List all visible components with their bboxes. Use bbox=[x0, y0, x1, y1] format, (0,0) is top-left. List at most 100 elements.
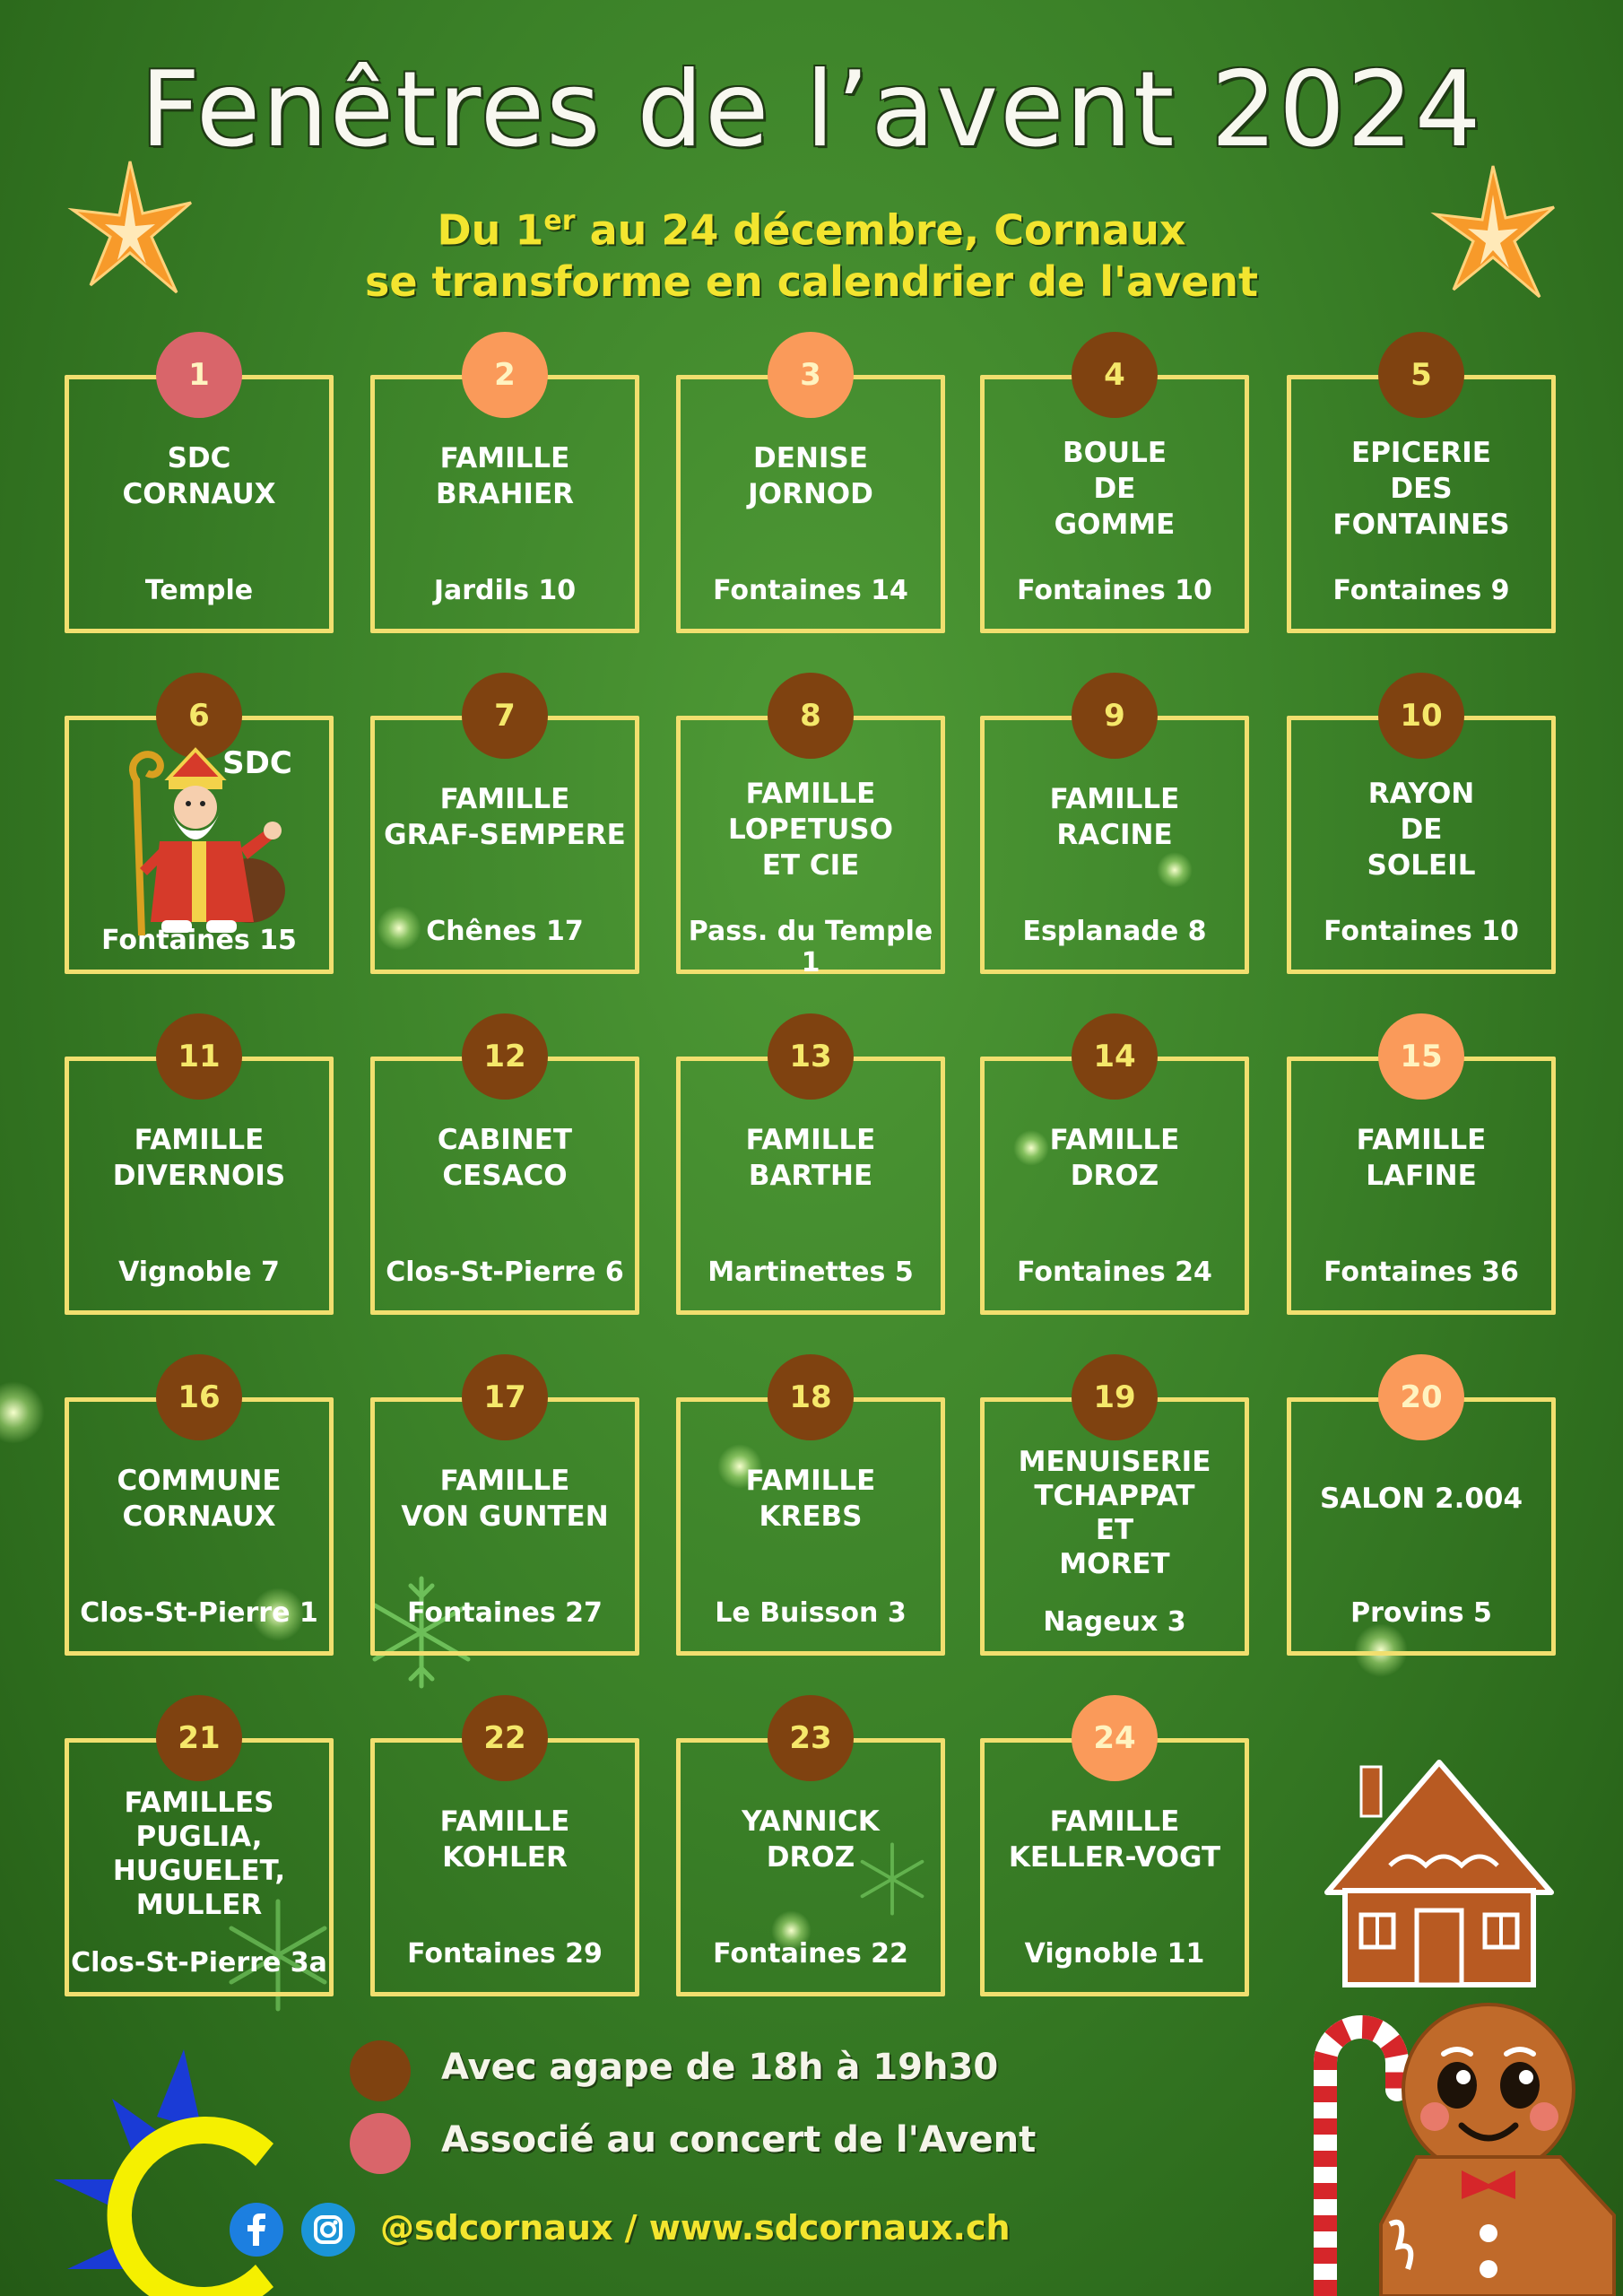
sparkle-decoration bbox=[377, 906, 421, 951]
day-number-badge: 17 bbox=[462, 1354, 548, 1440]
day-number-badge: 18 bbox=[768, 1354, 854, 1440]
host-address: Fontaines 36 bbox=[1324, 1257, 1519, 1288]
day-number-badge: 16 bbox=[156, 1354, 242, 1440]
host-address: Fontaines 24 bbox=[1017, 1257, 1212, 1288]
host-name: FAMILLE GRAF-SEMPERE bbox=[384, 783, 626, 851]
calendar-window-10: 10 RAYON DE SOLEIL Fontaines 10 bbox=[1287, 673, 1556, 974]
host-address: Nageux 3 bbox=[1043, 1606, 1186, 1638]
sparkle-decoration bbox=[1013, 1130, 1049, 1166]
sparkle-decoration bbox=[1354, 1623, 1408, 1677]
day-number-badge: 5 bbox=[1378, 332, 1464, 418]
host-name: FAMILLE DIVERNOIS bbox=[112, 1124, 286, 1192]
instagram-icon[interactable] bbox=[301, 2203, 355, 2257]
concert-legend-dot bbox=[350, 2113, 411, 2174]
social-handle-and-website[interactable]: @sdcornaux / www.sdcornaux.ch bbox=[380, 2208, 1011, 2248]
sparkle-decoration bbox=[717, 1444, 762, 1489]
calendar-window-23: 23 YANNICK DROZ Fontaines 22 bbox=[676, 1695, 945, 1996]
day-number-badge: 9 bbox=[1072, 673, 1158, 759]
day-number-badge: 3 bbox=[768, 332, 854, 418]
host-name: FAMILLE RACINE bbox=[1049, 783, 1180, 851]
calendar-window-24: 24 FAMILLE KELLER-VOGT Vignoble 11 bbox=[980, 1695, 1249, 1996]
host-address: Fontaines 29 bbox=[407, 1938, 603, 1970]
star-icon bbox=[67, 161, 192, 294]
host-name: FAMILLE LAFINE bbox=[1356, 1124, 1487, 1192]
calendar-window-2: 2 FAMILLE BRAHIER Jardils 10 bbox=[370, 332, 639, 633]
agape-legend-label: Avec agape de 18h à 19h30 bbox=[441, 2047, 999, 2088]
sparkle-decoration bbox=[1157, 852, 1193, 888]
host-name: RAYON DE SOLEIL bbox=[1367, 778, 1476, 882]
calendar-window-21: 21 FAMILLES PUGLIA, HUGUELET, MULLER Clos-… bbox=[65, 1695, 334, 1996]
host-address: Fontaines 10 bbox=[1017, 575, 1212, 606]
host-address: Clos-St-Pierre 3a bbox=[71, 1947, 327, 1979]
snowflake-icon bbox=[372, 1576, 471, 1689]
sdc-logo bbox=[54, 2049, 273, 2296]
calendar-window-18: 18 FAMILLE KREBS Le Buisson 3 bbox=[676, 1354, 945, 1656]
day-number-badge: 22 bbox=[462, 1695, 548, 1781]
calendar-window-15: 15 FAMILLE LAFINE Fontaines 36 bbox=[1287, 1013, 1556, 1315]
day-number-badge: 21 bbox=[156, 1695, 242, 1781]
host-address: Martinettes 5 bbox=[707, 1257, 914, 1288]
agape-legend-dot bbox=[350, 2040, 411, 2101]
host-name: FAMILLES PUGLIA, HUGUELET, MULLER bbox=[112, 1787, 286, 1921]
host-address: Fontaines 14 bbox=[713, 575, 908, 606]
calendar-window-5: 5 EPICERIE DES FONTAINES Fontaines 9 bbox=[1287, 332, 1556, 633]
host-address: Provins 5 bbox=[1350, 1597, 1492, 1629]
host-name: SDC CORNAUX bbox=[122, 442, 276, 510]
calendar-window-12: 12 CABINET CESACO Clos-St-Pierre 6 bbox=[370, 1013, 639, 1315]
calendar-window-19: 19 MENUISERIE TCHAPPAT ET MORET Nageux 3 bbox=[980, 1354, 1249, 1656]
day-number-badge: 15 bbox=[1378, 1013, 1464, 1100]
host-name: FAMILLE KREBS bbox=[745, 1465, 876, 1533]
host-address: Fontaines 27 bbox=[407, 1597, 603, 1629]
day-number-badge: 6 bbox=[156, 673, 242, 759]
sparkle-decoration bbox=[0, 1381, 45, 1444]
day-number-badge: 24 bbox=[1072, 1695, 1158, 1781]
snowflake-icon bbox=[229, 1899, 327, 2012]
host-address: Fontaines 9 bbox=[1332, 575, 1510, 606]
star-icon bbox=[1430, 165, 1555, 299]
host-address: Pass. du Temple 1 bbox=[688, 916, 933, 978]
host-address: Vignoble 7 bbox=[118, 1257, 280, 1288]
day-number-badge: 11 bbox=[156, 1013, 242, 1100]
day-number-badge: 19 bbox=[1072, 1354, 1158, 1440]
host-name: FAMILLE DROZ bbox=[1049, 1124, 1180, 1192]
calendar-window-3: 3 DENISE JORNOD Fontaines 14 bbox=[676, 332, 945, 633]
subtitle: Du 1er au 24 décembre, Cornaux se transf… bbox=[0, 196, 1623, 308]
calendar-window-22: 22 FAMILLE KOHLER Fontaines 29 bbox=[370, 1695, 639, 1996]
subtitle-superscript: er bbox=[543, 205, 576, 237]
host-name: FAMILLE KELLER-VOGT bbox=[1008, 1805, 1221, 1874]
subtitle-line-2: se transforme en calendrier de l'avent bbox=[364, 257, 1259, 307]
facebook-icon[interactable] bbox=[230, 2203, 283, 2257]
host-name: CABINET CESACO bbox=[437, 1124, 573, 1192]
calendar-window-1: 1 SDC CORNAUX Temple bbox=[65, 332, 334, 633]
host-address: Esplanade 8 bbox=[1022, 916, 1207, 947]
host-name: FAMILLE VON GUNTEN bbox=[401, 1465, 609, 1533]
day-number-badge: 14 bbox=[1072, 1013, 1158, 1100]
host-name: COMMUNE CORNAUX bbox=[117, 1465, 282, 1533]
day-number-badge: 2 bbox=[462, 332, 548, 418]
host-address: Clos-St-Pierre 1 bbox=[80, 1597, 318, 1629]
calendar-window-20: 20 SALON 2.004 Provins 5 bbox=[1287, 1354, 1556, 1656]
host-name: SALON 2.004 bbox=[1319, 1483, 1523, 1515]
calendar-window-8: 8 FAMILLE LOPETUSO ET CIE Pass. du Temple … bbox=[676, 673, 945, 978]
day-number-badge: 20 bbox=[1378, 1354, 1464, 1440]
host-address: Clos-St-Pierre 6 bbox=[386, 1257, 624, 1288]
host-address: Vignoble 11 bbox=[1024, 1938, 1205, 1970]
concert-legend-label: Associé au concert de l'Avent bbox=[441, 2119, 1037, 2161]
subtitle-text: Du 1 bbox=[437, 205, 544, 255]
host-name: BOULE DE GOMME bbox=[1054, 437, 1176, 541]
host-name: DENISE JORNOD bbox=[748, 442, 873, 510]
sparkle-decoration bbox=[771, 1910, 812, 1951]
gingerbread-man-illustration bbox=[1379, 2003, 1616, 2296]
gingerbread-house-icon bbox=[1324, 1760, 1554, 1987]
calendar-window-11: 11 FAMILLE DIVERNOIS Vignoble 7 bbox=[65, 1013, 334, 1315]
host-name: FAMILLE BARTHE bbox=[745, 1124, 876, 1192]
candy-cane-icon bbox=[1314, 2015, 1409, 2296]
host-name: MENUISERIE TCHAPPAT ET MORET bbox=[1018, 1446, 1211, 1580]
host-address: Chênes 17 bbox=[426, 916, 584, 947]
host-name: SDC bbox=[222, 745, 292, 781]
day-number-badge: 12 bbox=[462, 1013, 548, 1100]
host-address: Le Buisson 3 bbox=[715, 1597, 907, 1629]
host-address: Fontaines 10 bbox=[1324, 916, 1519, 947]
calendar-window-7: 7 FAMILLE GRAF-SEMPERE Chênes 17 bbox=[370, 673, 639, 974]
